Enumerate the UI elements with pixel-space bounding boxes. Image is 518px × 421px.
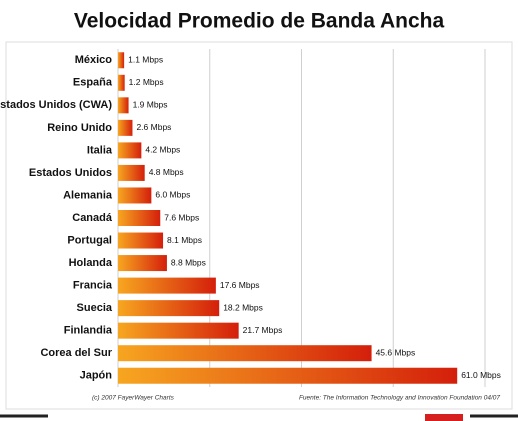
y-tick-label: Suecia bbox=[77, 302, 113, 314]
footer-left: (c) 2007 FayerWayer Charts bbox=[92, 395, 175, 402]
bar bbox=[118, 187, 152, 204]
bar bbox=[118, 300, 220, 317]
y-tick-label: Japón bbox=[80, 370, 113, 382]
bar bbox=[118, 232, 164, 249]
bar bbox=[118, 142, 142, 159]
value-label: 61.0 Mbps bbox=[461, 370, 501, 380]
value-label: 4.8 Mbps bbox=[149, 167, 184, 177]
bar bbox=[118, 74, 125, 91]
value-label: 2.6 Mbps bbox=[136, 122, 171, 132]
bar bbox=[118, 277, 216, 294]
value-label: 45.6 Mbps bbox=[376, 347, 416, 357]
bar bbox=[118, 345, 372, 362]
chart-title: Velocidad Promedio de Banda Ancha bbox=[74, 10, 445, 33]
value-label: 18.2 Mbps bbox=[223, 302, 263, 312]
bar bbox=[118, 210, 161, 226]
y-tick-label: Estados Unidos bbox=[29, 167, 112, 179]
footer-right: Fuente: The Information Technology and I… bbox=[299, 395, 500, 402]
y-tick-label: Canadá bbox=[72, 212, 113, 224]
value-label: 7.6 Mbps bbox=[164, 212, 199, 222]
bottom-button bbox=[425, 414, 463, 421]
value-label: 4.2 Mbps bbox=[145, 145, 180, 155]
value-label: 8.1 Mbps bbox=[167, 235, 202, 245]
y-tick-label: Corea del Sur bbox=[40, 347, 112, 359]
value-label: 6.0 Mbps bbox=[155, 190, 190, 200]
y-tick-label: Francia bbox=[73, 280, 113, 292]
bar bbox=[118, 97, 129, 114]
bar bbox=[118, 52, 125, 69]
y-tick-label: Reino Unido bbox=[47, 122, 112, 134]
y-tick-label: Estados Unidos (CWA) bbox=[0, 99, 112, 111]
bar bbox=[118, 119, 133, 136]
value-label: 8.8 Mbps bbox=[171, 257, 206, 267]
value-label: 1.2 Mbps bbox=[129, 77, 164, 87]
bar bbox=[118, 164, 145, 181]
y-tick-label: Portugal bbox=[67, 234, 112, 246]
y-tick-label: Finlandia bbox=[64, 325, 113, 337]
value-label: 1.9 Mbps bbox=[133, 100, 168, 110]
value-label: 17.6 Mbps bbox=[220, 280, 260, 290]
bar bbox=[118, 255, 167, 272]
bar bbox=[118, 367, 458, 384]
y-tick-label: España bbox=[73, 77, 113, 89]
y-tick-label: Alemania bbox=[63, 189, 113, 201]
y-tick-label: Italia bbox=[87, 144, 113, 156]
y-tick-label: Holanda bbox=[69, 257, 113, 269]
value-label: 1.1 Mbps bbox=[128, 55, 163, 65]
bar bbox=[118, 322, 239, 339]
y-tick-label: México bbox=[75, 54, 113, 66]
value-label: 21.7 Mbps bbox=[243, 325, 283, 335]
